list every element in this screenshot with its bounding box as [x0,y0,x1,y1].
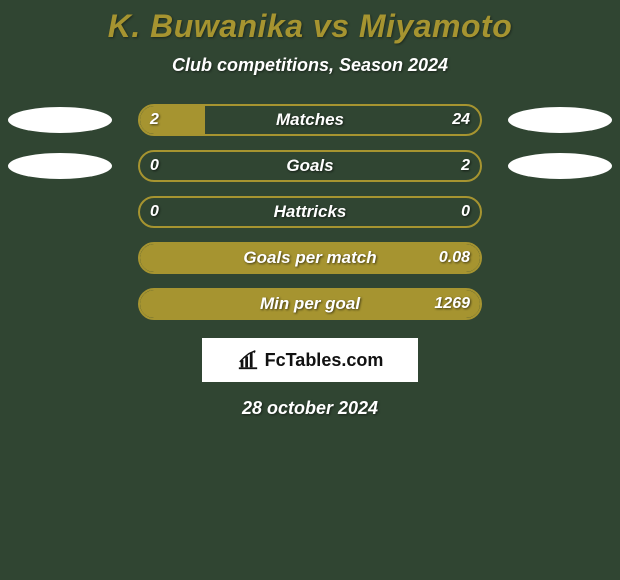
stat-right-value: 24 [452,111,470,129]
player-right-placeholder [508,153,612,179]
stat-bar: 2 Matches 24 [138,104,482,136]
stat-right-value: 0 [461,203,470,221]
stat-label: Matches [276,110,344,130]
stat-row: Goals per match 0.08 [0,242,620,274]
chart-icon [237,349,259,371]
stat-bar: Goals per match 0.08 [138,242,482,274]
page-title: K. Buwanika vs Miyamoto [0,8,620,45]
stat-label: Min per goal [260,294,360,314]
stat-label: Goals [286,156,333,176]
player-left-placeholder [8,153,112,179]
stat-left-value: 0 [150,203,159,221]
stat-right-value: 2 [461,157,470,175]
stat-left-value: 0 [150,157,159,175]
branding-badge: FcTables.com [202,338,418,382]
branding-text: FcTables.com [265,350,384,371]
stat-right-value: 1269 [434,295,470,313]
stat-right-value: 0.08 [439,249,470,267]
infographic-container: K. Buwanika vs Miyamoto Club competition… [0,0,620,419]
stat-left-value: 2 [150,111,159,129]
stat-row: 2 Matches 24 [0,104,620,136]
player-right-placeholder [508,107,612,133]
date-label: 28 october 2024 [0,398,620,419]
player-left-placeholder [8,107,112,133]
stat-label: Goals per match [243,248,376,268]
stat-row: Min per goal 1269 [0,288,620,320]
stat-label: Hattricks [274,202,347,222]
stat-bar: 0 Hattricks 0 [138,196,482,228]
stat-bar: Min per goal 1269 [138,288,482,320]
stat-bar: 0 Goals 2 [138,150,482,182]
stat-row: 0 Hattricks 0 [0,196,620,228]
subtitle: Club competitions, Season 2024 [0,55,620,76]
stats-rows: 2 Matches 24 0 Goals 2 0 Hattricks 0 Goals per ma… [0,104,620,320]
stat-row: 0 Goals 2 [0,150,620,182]
